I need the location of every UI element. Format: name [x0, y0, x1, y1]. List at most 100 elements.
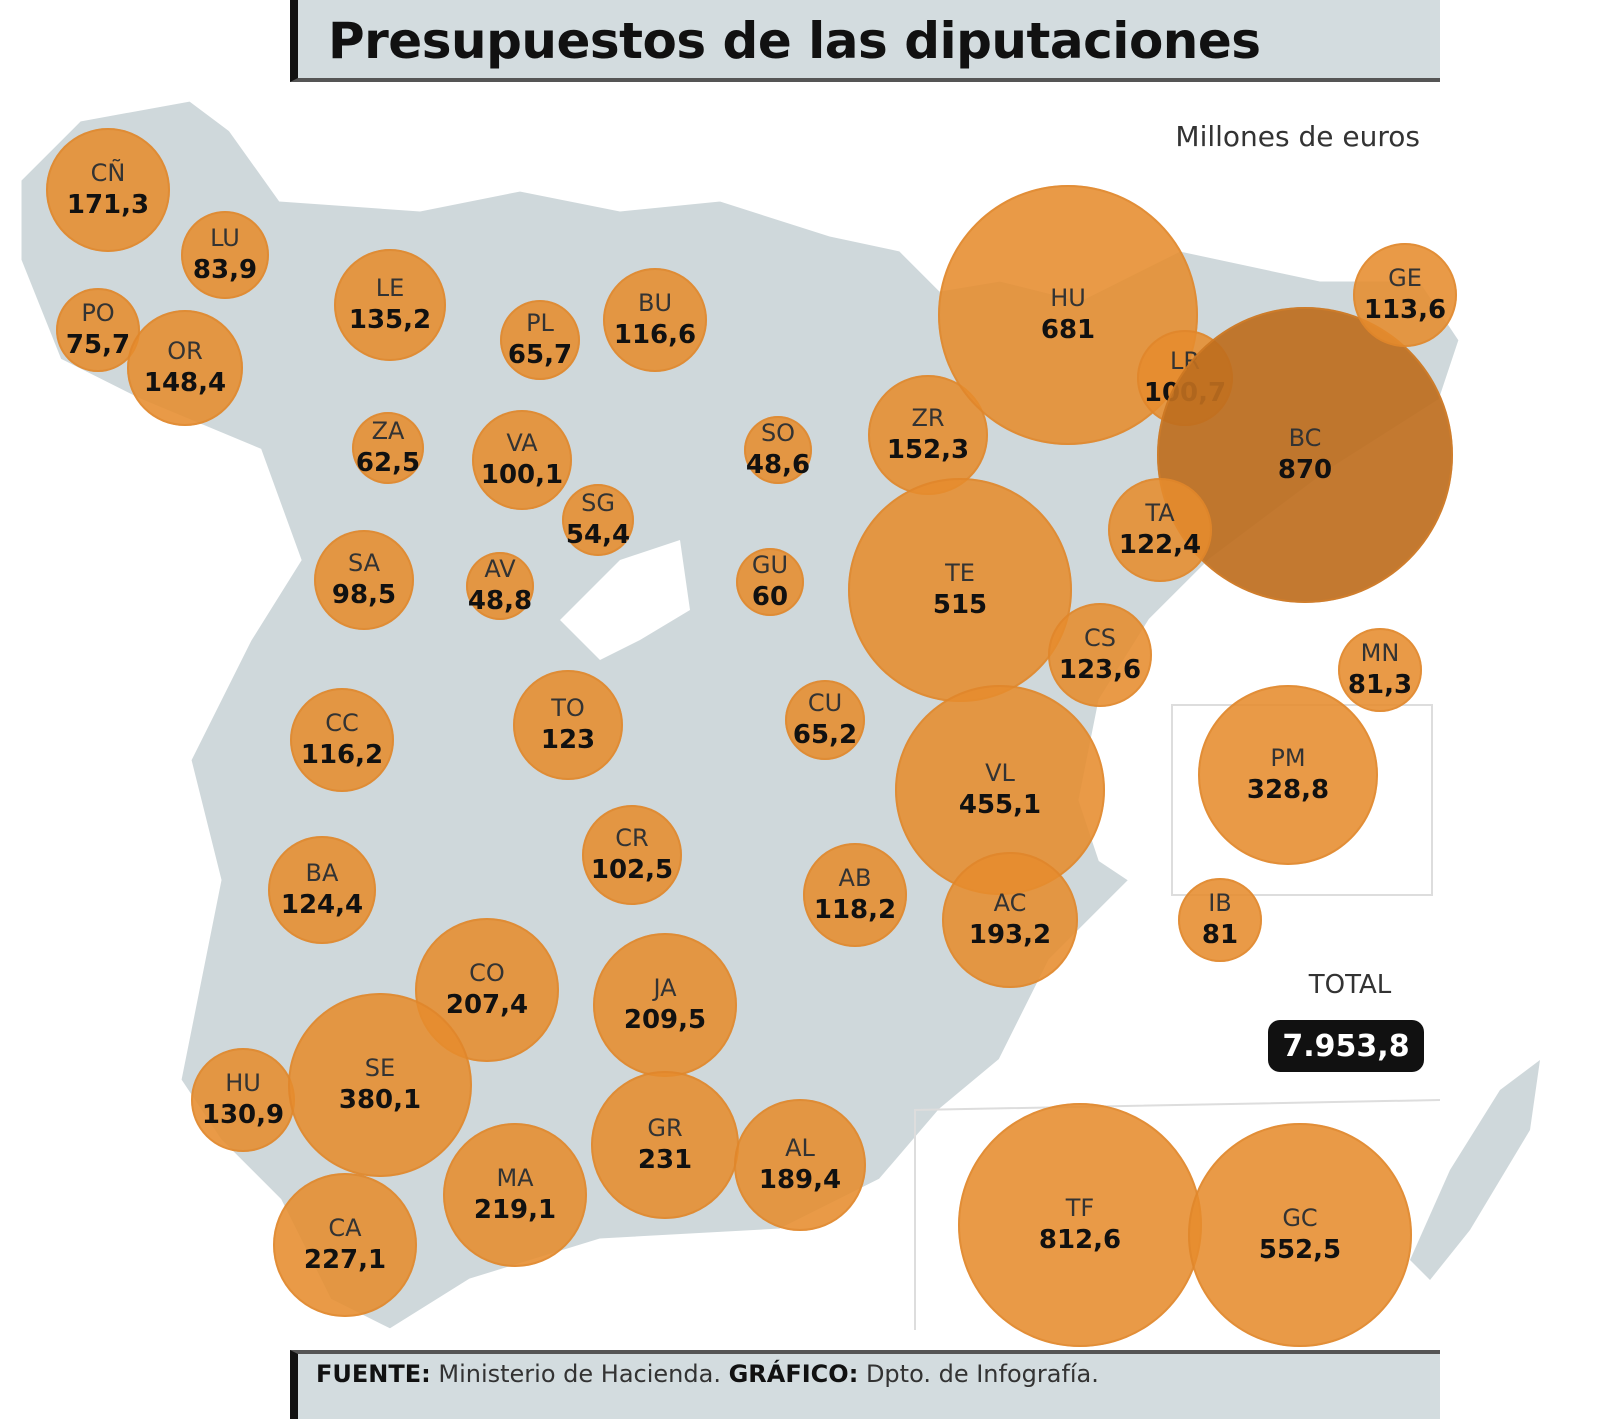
province-code: TF [1065, 1194, 1095, 1222]
madrid-gap [560, 540, 690, 660]
province-code: VA [506, 429, 538, 457]
province-value: 54,4 [565, 520, 631, 550]
province-bubble: SA 98,5 [314, 530, 414, 630]
total-label: TOTAL [1308, 970, 1392, 1000]
province-bubble: ZA 62,5 [352, 412, 424, 484]
province-value: 116,6 [613, 320, 697, 350]
province-bubble: TO 123 [513, 670, 623, 780]
canary-inset [914, 1099, 1441, 1330]
province-code: CO [469, 959, 505, 987]
province-bubble: TE 515 [848, 478, 1072, 702]
province-code: TA [1145, 499, 1175, 527]
province-code: VL [985, 759, 1015, 787]
province-bubble: AC 193,2 [942, 852, 1078, 988]
province-code: CÑ [90, 159, 126, 187]
province-value: 98,5 [331, 580, 397, 610]
province-bubble: CÑ 171,3 [46, 128, 170, 252]
province-code: PM [1270, 744, 1306, 772]
province-value: 380,1 [338, 1085, 422, 1115]
province-value: 123 [540, 725, 596, 755]
province-value: 102,5 [590, 855, 674, 885]
province-code: BA [305, 859, 339, 887]
province-value: 62,5 [355, 448, 421, 478]
province-code: BU [637, 289, 673, 317]
province-bubble: JA 209,5 [593, 933, 737, 1077]
province-value: 870 [1277, 455, 1333, 485]
province-value: 812,6 [1038, 1225, 1122, 1255]
province-value: 227,1 [303, 1245, 387, 1275]
province-value: 515 [932, 590, 988, 620]
province-code: AC [993, 889, 1027, 917]
province-value: 135,2 [348, 305, 432, 335]
province-value: 193,2 [968, 920, 1052, 950]
province-bubble: CU 65,2 [785, 680, 865, 760]
province-code: SA [347, 549, 381, 577]
province-bubble: TF 812,6 [958, 1103, 1202, 1347]
province-value: 48,6 [745, 450, 811, 480]
province-code: ZR [911, 404, 945, 432]
province-bubble: GE 113,6 [1353, 243, 1457, 347]
province-code: LU [210, 224, 240, 252]
province-code: CS [1084, 624, 1116, 652]
province-value: 118,2 [813, 895, 897, 925]
province-code: ZA [371, 417, 405, 445]
province-value: 152,3 [886, 435, 970, 465]
province-code: GU [751, 551, 789, 579]
province-value: 116,2 [300, 740, 384, 770]
province-bubble: HU 130,9 [191, 1048, 295, 1152]
province-code: SO [760, 419, 796, 447]
province-bubble: AB 118,2 [803, 843, 907, 947]
province-value: 122,4 [1118, 530, 1202, 560]
province-bubble: AL 189,4 [734, 1099, 866, 1231]
province-bubble: LE 135,2 [334, 249, 446, 361]
province-value: 65,2 [792, 720, 858, 750]
province-code: LE [375, 274, 405, 302]
province-bubble: CS 123,6 [1048, 603, 1152, 707]
province-bubble: SE 380,1 [288, 993, 472, 1177]
province-value: 328,8 [1246, 775, 1330, 805]
province-code: IB [1208, 889, 1232, 917]
province-code: MA [496, 1164, 534, 1192]
province-value: 171,3 [66, 190, 150, 220]
province-value: 148,4 [143, 368, 227, 398]
lanzarote-shape [1410, 1060, 1540, 1280]
province-bubble: PM 328,8 [1198, 685, 1378, 865]
total-badge: 7.953,8 [1268, 1020, 1424, 1072]
province-value: 219,1 [473, 1195, 557, 1225]
province-code: SE [364, 1054, 396, 1082]
province-code: PO [81, 299, 115, 327]
province-code: AL [785, 1134, 815, 1162]
province-value: 124,4 [280, 890, 364, 920]
province-value: 123,6 [1058, 655, 1142, 685]
province-bubble: SG 54,4 [562, 484, 634, 556]
province-bubble: GC 552,5 [1188, 1123, 1412, 1347]
province-value: 81 [1201, 920, 1239, 950]
province-bubble: SO 48,6 [744, 416, 812, 484]
province-value: 231 [637, 1145, 693, 1175]
province-bubble: BC 870 [1157, 307, 1453, 603]
province-bubble: BU 116,6 [603, 268, 707, 372]
province-value: 83,9 [192, 255, 258, 285]
province-value: 455,1 [958, 790, 1042, 820]
province-value: 100,1 [480, 460, 564, 490]
source-label: FUENTE: [316, 1360, 431, 1388]
province-value: 207,4 [445, 990, 529, 1020]
province-bubble: GR 231 [591, 1071, 739, 1219]
province-bubble: CA 227,1 [273, 1173, 417, 1317]
province-code: GE [1388, 264, 1422, 292]
province-code: CU [807, 689, 843, 717]
province-code: CA [328, 1214, 362, 1242]
province-value: 209,5 [623, 1005, 707, 1035]
province-code: BC [1288, 424, 1322, 452]
source-text: Ministerio de Hacienda. [438, 1360, 721, 1388]
province-code: GC [1282, 1204, 1318, 1232]
graphic-text: Dpto. de Infografía. [865, 1360, 1099, 1388]
province-bubble: OR 148,4 [127, 310, 243, 426]
province-value: 189,4 [758, 1165, 842, 1195]
province-value: 130,9 [201, 1100, 285, 1130]
province-value: 81,3 [1347, 670, 1413, 700]
province-bubble: PO 75,7 [56, 288, 140, 372]
units-label: Millones de euros [1175, 120, 1420, 153]
province-bubble: GU 60 [736, 548, 804, 616]
province-bubble: IB 81 [1178, 878, 1262, 962]
